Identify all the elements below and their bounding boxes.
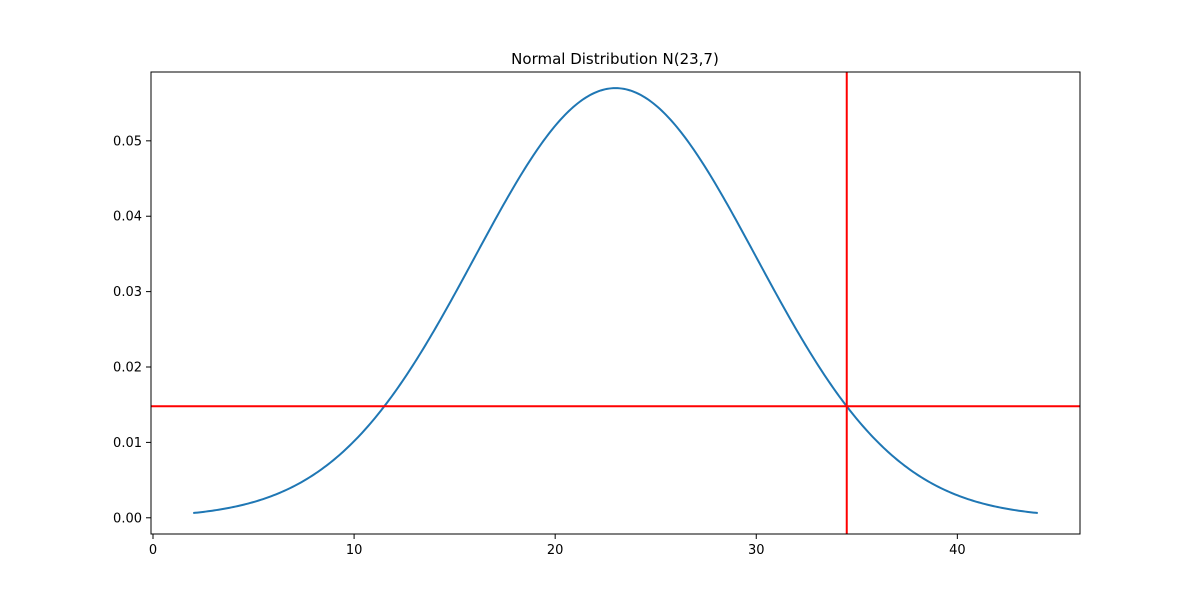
series-line-0 bbox=[193, 87, 1038, 515]
x-tick-label: 20 bbox=[547, 543, 564, 558]
x-tick-label: 40 bbox=[949, 543, 966, 558]
y-tick-label: 0.02 bbox=[113, 361, 142, 376]
chart-title: Normal Distribution N(23,7) bbox=[511, 50, 719, 68]
x-tick-label: 10 bbox=[346, 543, 363, 558]
x-tick-label: 0 bbox=[149, 543, 157, 558]
y-tick-label: 0.00 bbox=[113, 511, 142, 526]
y-tick-label: 0.01 bbox=[113, 436, 142, 451]
plot-area bbox=[151, 72, 1080, 534]
axes: 0 10 20 30 40 0.00 0.01 0.02 0.03 0.04 0.05 bbox=[113, 71, 1081, 558]
plot-frame bbox=[150, 71, 1081, 535]
y-tick-label: 0.03 bbox=[113, 285, 142, 300]
y-tick-label: 0.04 bbox=[113, 210, 142, 225]
y-tick-label: 0.05 bbox=[113, 134, 142, 149]
x-tick-label: 30 bbox=[748, 543, 765, 558]
